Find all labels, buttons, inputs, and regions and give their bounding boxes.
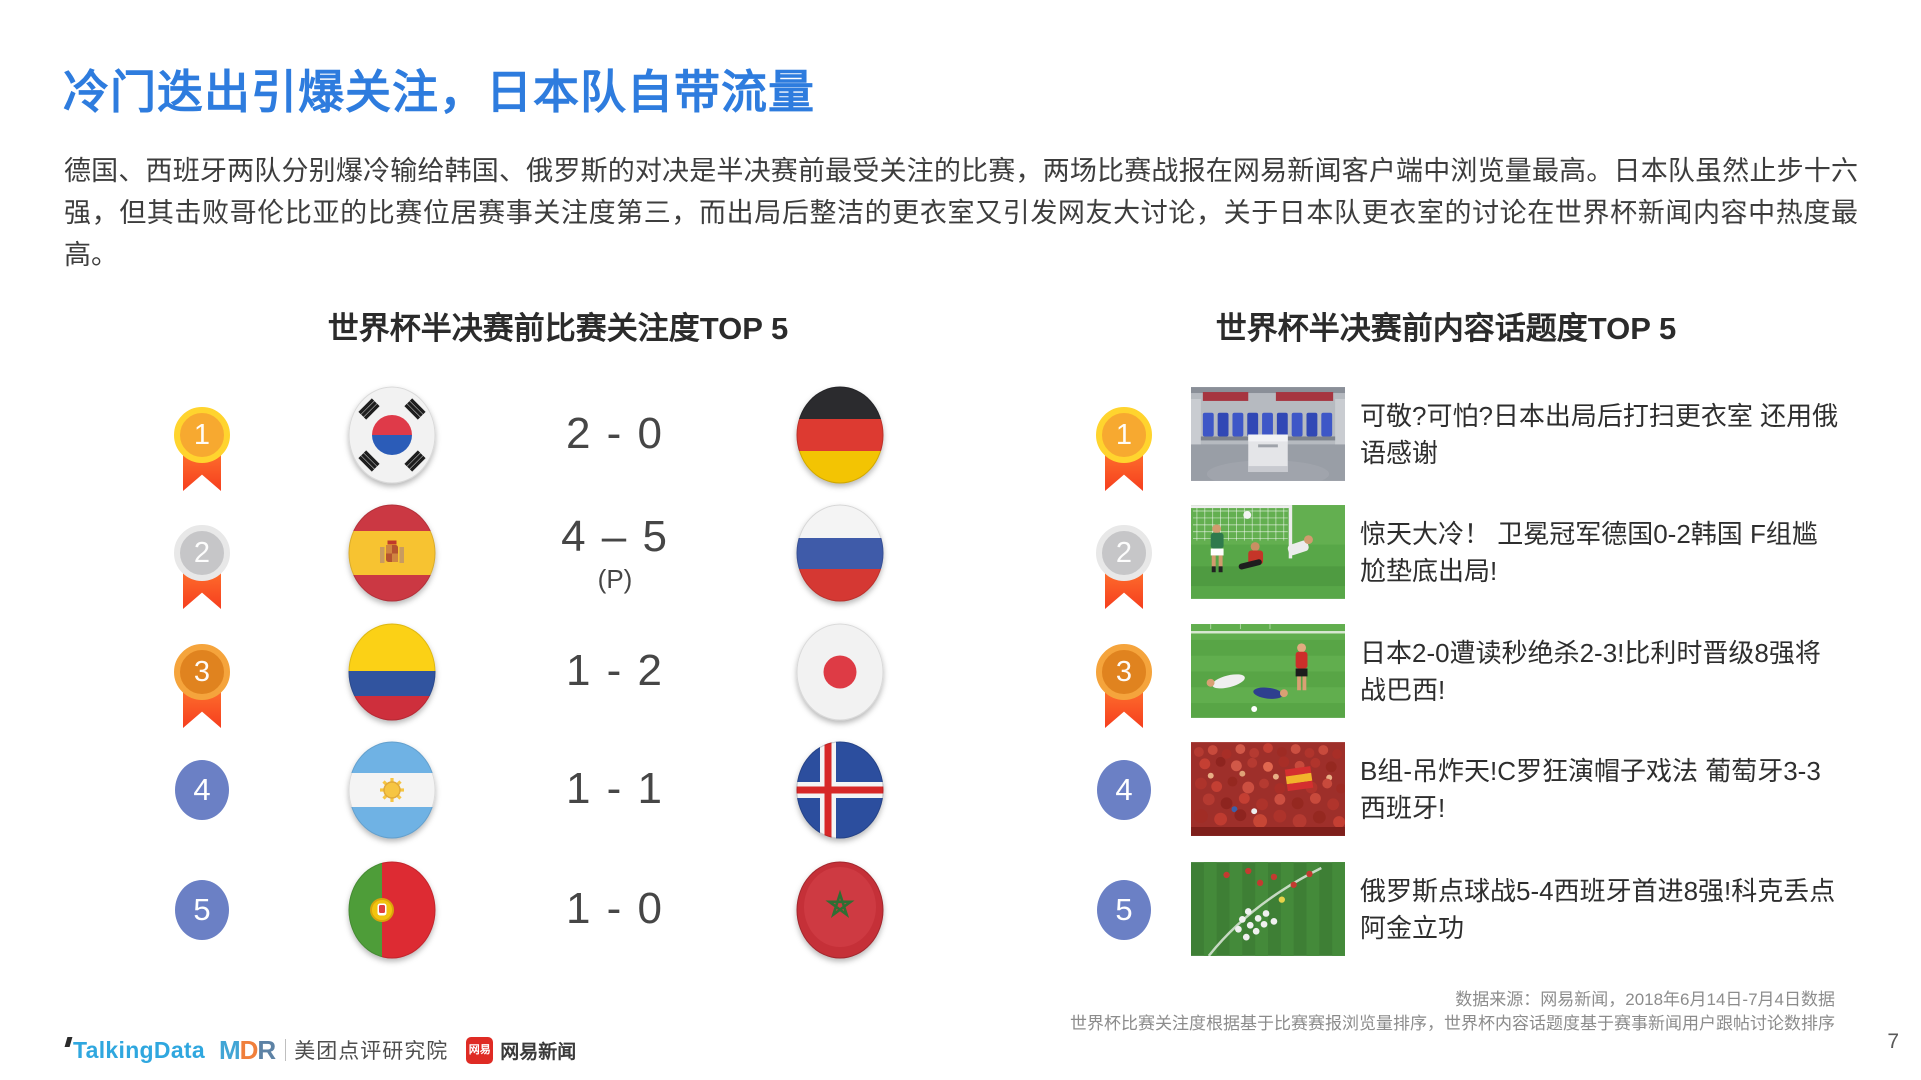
netease-badge-icon: 网易: [466, 1036, 494, 1064]
topic-headline: 惊天大冷！ 卫冕冠军德国0-2韩国 F组尴尬垫底出局!: [1360, 519, 1818, 586]
bronze-medal-icon: 3: [174, 644, 230, 734]
topic-row-4: 4: [0, 730, 1921, 850]
rank-badge: 4: [175, 760, 229, 820]
match-row-2: 2: [0, 493, 1921, 613]
flag-colombia-icon: [348, 623, 436, 721]
rank-number: 1: [174, 407, 230, 463]
topic-headline: B组-吊炸天!C罗狂演帽子戏法 葡萄牙3-3西班牙!: [1360, 756, 1821, 823]
source-line-2: 世界杯比赛关注度根据基于比赛赛报浏览量排序，世界杯内容话题度基于赛事新闻用户跟帖…: [1070, 1014, 1835, 1033]
rank-badge: 5: [175, 880, 229, 940]
thumbnail-portugal-spain-fans: [1191, 742, 1345, 836]
rank-number: 3: [174, 644, 230, 700]
flag-portugal-icon: [348, 861, 436, 959]
topic-headline: 俄罗斯点球战5-4西班牙首进8强!科克丢点阿金立功: [1360, 876, 1836, 943]
netease-news-logo: 网易 网易新闻: [466, 1036, 576, 1064]
rank-number: 3: [1096, 644, 1152, 700]
flag-russia-icon: [796, 504, 884, 602]
flag-argentina-icon: [348, 741, 436, 839]
right-panel-title: 世界杯半决赛前内容话题度TOP 5: [1215, 311, 1677, 346]
match-row-5: 5 1 - 0: [0, 850, 1921, 970]
flag-spain-icon: [348, 504, 436, 602]
flag-germany-icon: [796, 386, 884, 484]
topic-row-1: 1: [0, 375, 1921, 495]
topic-row-2: 2: [0, 493, 1921, 613]
silver-medal-icon: 2: [1096, 525, 1152, 615]
match-row-4: 4 1 - 1: [0, 730, 1921, 850]
rank-badge: 5: [1097, 880, 1151, 940]
flag-japan-icon: [796, 623, 884, 721]
logo-divider: [285, 1039, 287, 1061]
match-score: 2 - 0: [565, 409, 665, 458]
page-title: 冷门迭出引爆关注，日本队自带流量: [63, 66, 815, 118]
thumbnail-japan-belgium-match: [1191, 624, 1345, 718]
rank-number: 1: [1096, 407, 1152, 463]
topic-headline: 可敬?可怕?日本出局后打扫更衣室 还用俄语感谢: [1360, 401, 1839, 468]
gold-medal-icon: 1: [1096, 407, 1152, 497]
silver-medal-icon: 2: [174, 525, 230, 615]
match-row-1: 1 2 -: [0, 375, 1921, 495]
mdr-logo: M D R: [218, 1034, 276, 1065]
flag-south-korea-icon: [348, 386, 436, 484]
meituan-dianping-institute-logo: 美团点评研究院: [294, 1040, 449, 1063]
score-note: (P): [597, 563, 633, 594]
thumbnail-germany-korea-goal: [1191, 505, 1345, 599]
data-source-note: 数据来源：网易新闻，2018年6月14日-7月4日数据 世界杯比赛关注度根据基于…: [1070, 988, 1835, 1036]
flag-morocco-icon: [796, 861, 884, 959]
gold-medal-icon: 1: [174, 407, 230, 497]
source-line-1: 数据来源：网易新闻，2018年6月14日-7月4日数据: [1455, 990, 1835, 1009]
talkingdata-logo: TalkingData: [73, 1036, 205, 1063]
match-row-3: 3 1 - 2: [0, 612, 1921, 732]
match-score: 1 - 0: [565, 884, 665, 933]
flag-iceland-icon: [796, 741, 884, 839]
thumbnail-japan-locker-room: [1191, 387, 1345, 481]
intro-paragraph: 德国、西班牙两队分别爆冷输给韩国、俄罗斯的对决是半决赛前最受关注的比赛，两场比赛…: [64, 156, 1858, 270]
bronze-medal-icon: 3: [1096, 644, 1152, 734]
match-score: 1 - 1: [565, 764, 665, 813]
rank-badge: 4: [1097, 760, 1151, 820]
topic-headline: 日本2-0遭读秒绝杀2-3!比利时晋级8强将战巴西!: [1360, 638, 1821, 705]
match-score: 4 – 5 (P): [561, 511, 669, 594]
page-number: 7: [1887, 1030, 1899, 1053]
match-score: 1 - 2: [565, 646, 665, 695]
talkingdata-tick-icon: [64, 1037, 73, 1047]
thumbnail-russia-spain-celebration: [1191, 862, 1345, 956]
left-panel-title: 世界杯半决赛前比赛关注度TOP 5: [327, 311, 789, 346]
topic-row-3: 3: [0, 612, 1921, 732]
topic-row-5: 5: [0, 850, 1921, 970]
rank-number: 2: [1096, 525, 1152, 581]
footer-logos: TalkingData M D R 美团点评研究院 网易 网易新闻: [64, 1034, 576, 1066]
rank-number: 2: [174, 525, 230, 581]
